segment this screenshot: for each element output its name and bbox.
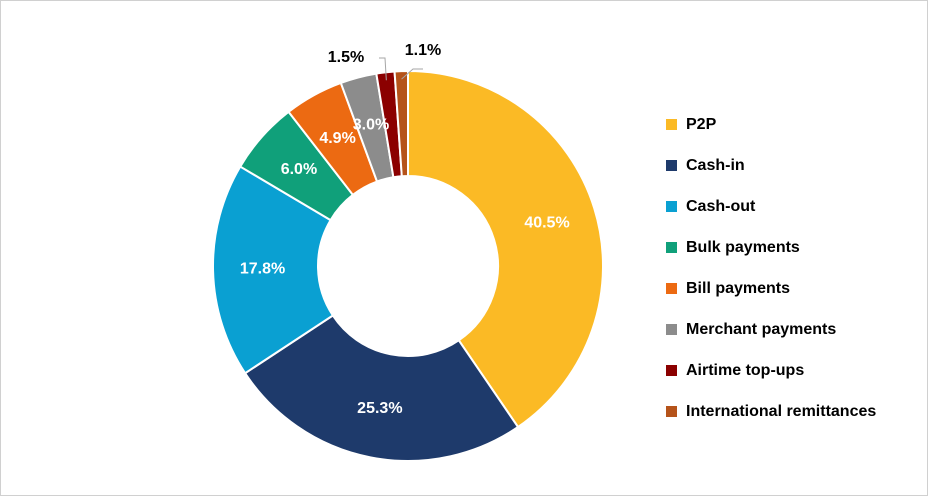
data-label-international-remittances: 1.1%	[405, 42, 441, 59]
slice-international-remittances	[393, 69, 409, 178]
data-label-bulk-payments: 6.0%	[281, 161, 317, 178]
data-label-bill-payments: 4.9%	[319, 130, 355, 147]
leader-line-airtime-top-ups	[379, 57, 387, 81]
legend-swatch	[666, 324, 677, 335]
slice-cash-in	[243, 314, 520, 462]
data-label-cash-out: 17.8%	[240, 261, 285, 278]
legend-item-cash-in: Cash-in	[666, 145, 926, 186]
legend-swatch	[666, 201, 677, 212]
leader-line-international-remittances	[401, 68, 423, 80]
legend-swatch	[666, 160, 677, 171]
legend-label: Cash-out	[686, 197, 756, 215]
legend-label: Bill payments	[686, 279, 791, 297]
legend-item-bulk-payments: Bulk payments	[666, 227, 926, 268]
data-label-merchant-payments: 3.0%	[353, 117, 389, 134]
legend-label: International remittances	[686, 402, 877, 420]
data-label-p2p: 40.5%	[524, 214, 569, 231]
legend-item-cash-out: Cash-out	[666, 186, 926, 227]
data-label-airtime-top-ups: 1.5%	[328, 49, 364, 66]
legend-swatch	[666, 365, 677, 376]
legend-label: P2P	[686, 115, 717, 133]
legend-item-merchant-payments: Merchant payments	[666, 309, 926, 350]
legend-swatch	[666, 406, 677, 417]
slice-p2p	[407, 69, 604, 429]
legend-swatch	[666, 283, 677, 294]
legend-label: Merchant payments	[686, 320, 837, 338]
legend-item-international-remittances: International remittances	[666, 391, 926, 432]
data-label-cash-in: 25.3%	[357, 400, 402, 417]
legend-label: Cash-in	[686, 156, 745, 174]
legend-item-airtime-top-ups: Airtime top-ups	[666, 350, 926, 391]
slice-cash-out	[212, 165, 335, 375]
legend-label: Airtime top-ups	[686, 361, 805, 379]
legend-label: Bulk payments	[686, 238, 800, 256]
legend-item-bill-payments: Bill payments	[666, 268, 926, 309]
legend-swatch	[666, 242, 677, 253]
legend: P2P Cash-in Cash-out Bulk payments Bill paym…	[666, 104, 926, 432]
legend-item-p2p: P2P	[666, 104, 926, 145]
legend-swatch	[666, 119, 677, 130]
